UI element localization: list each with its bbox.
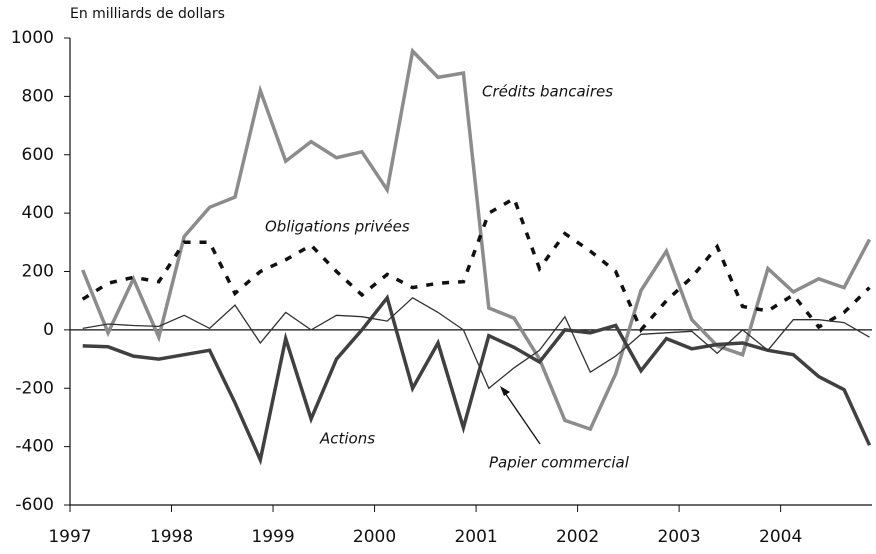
- y-tick-label: 600: [22, 145, 54, 165]
- y-tick-label: 400: [22, 203, 54, 223]
- arrow-head: [500, 386, 510, 396]
- y-axis-label: En milliards de dollars: [70, 6, 225, 22]
- series-line: [81, 195, 871, 334]
- y-tick-label: -200: [15, 378, 54, 398]
- x-tick-label: 2004: [759, 527, 802, 547]
- x-tick-label: 2002: [556, 527, 599, 547]
- x-tick-label: 2003: [657, 527, 700, 547]
- y-tick-label: 200: [22, 262, 54, 282]
- y-tick-label: 0: [43, 320, 54, 340]
- x-tick-label: 1997: [48, 527, 91, 547]
- y-tick-label: 800: [22, 86, 54, 106]
- x-tick-label: 2000: [353, 527, 396, 547]
- y-tick-label: -600: [15, 495, 54, 515]
- series-line: [81, 47, 872, 432]
- x-tick-label: 1999: [251, 527, 294, 547]
- annotation: Obligations privées: [265, 218, 410, 236]
- y-tick-label: 1000: [11, 28, 54, 48]
- annotation: Crédits bancaires: [482, 83, 613, 101]
- y-tick-label: -400: [15, 437, 54, 457]
- annotation: Actions: [319, 430, 375, 448]
- series-line: [82, 294, 872, 466]
- x-tick-label: 1998: [150, 527, 193, 547]
- series-line: [82, 296, 870, 390]
- x-tick-label: 2001: [454, 527, 497, 547]
- arrow: [502, 389, 541, 445]
- annotation: Papier commercial: [489, 454, 630, 472]
